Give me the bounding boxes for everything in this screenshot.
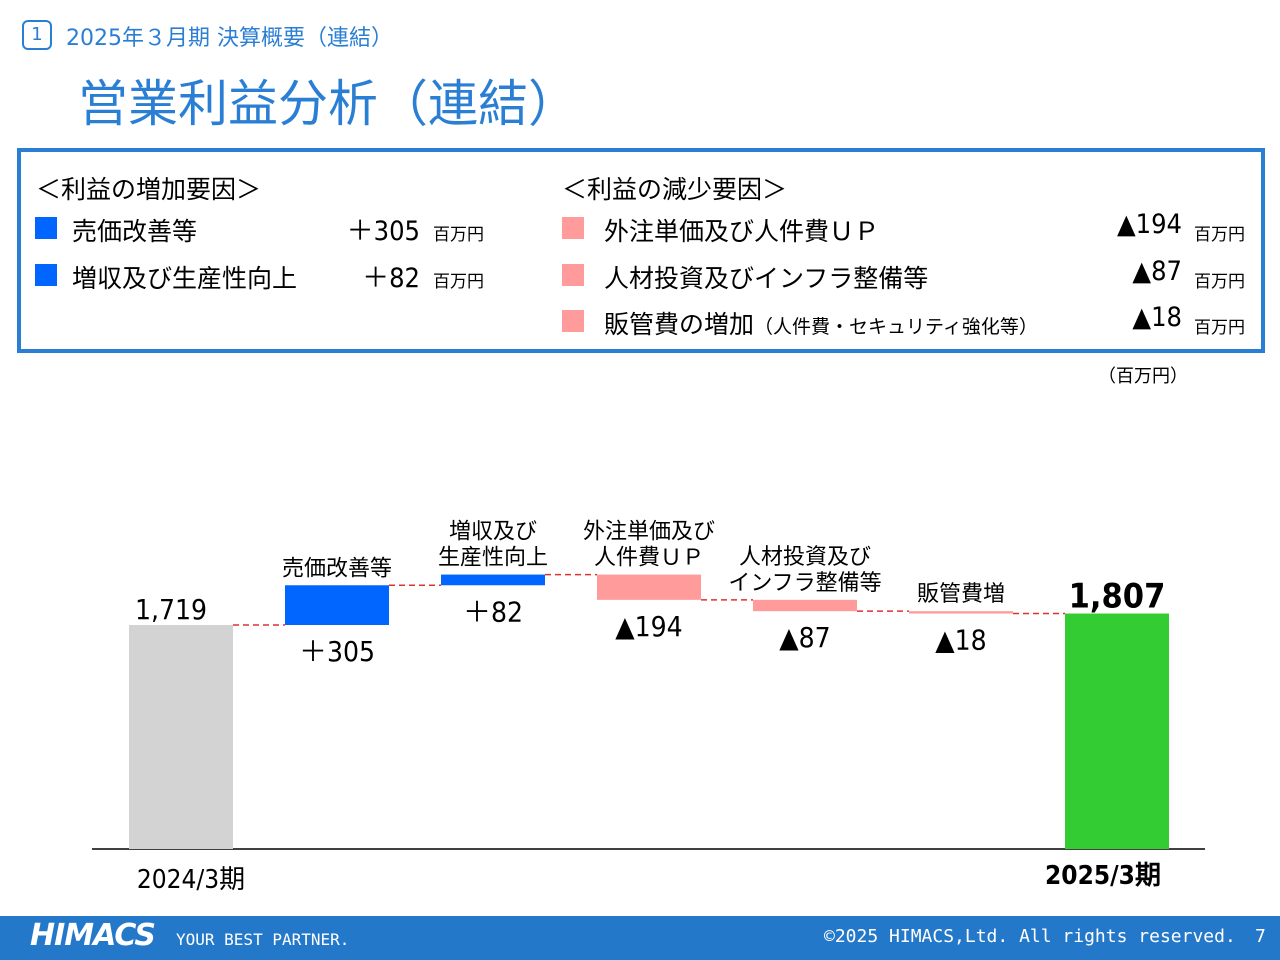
category-label: 外注単価及び xyxy=(583,520,715,545)
category-label: 売価改善等 xyxy=(282,556,392,581)
decrease-item-value: ▲18 xyxy=(1132,302,1182,333)
breadcrumb: 2025年３月期 決算概要（連結） xyxy=(66,26,393,51)
page-number: 7 xyxy=(1255,926,1266,947)
company-logo: HIMACS xyxy=(30,918,156,953)
bar-start xyxy=(129,625,233,849)
category-label: 生産性向上 xyxy=(438,546,548,571)
increase-marker xyxy=(35,264,57,286)
copyright: ©2025 HIMACS,Ltd. All rights reserved. xyxy=(824,926,1236,947)
increase-item-label: 増収及び生産性向上 xyxy=(72,264,298,293)
increase-item-unit: 百万円 xyxy=(433,272,484,292)
increase-marker xyxy=(35,217,57,239)
waterfall-chart: 1,719 2024/3期 ＋305 売価改善等 ＋82 増収及び生産性向上 ▲194 外注単… xyxy=(92,520,1205,895)
data-label: ＋82 xyxy=(463,595,523,628)
bar-decrease xyxy=(753,599,857,612)
section-number: 1 xyxy=(22,20,52,50)
increase-heading: ＜利益の増加要因＞ xyxy=(36,175,262,204)
decrease-item-unit: 百万円 xyxy=(1194,272,1245,292)
footer-bar xyxy=(0,916,1280,960)
decrease-item-value: ▲87 xyxy=(1132,256,1182,287)
decrease-heading: ＜利益の減少要因＞ xyxy=(562,175,788,204)
tick-label: 2025/3期 xyxy=(1045,861,1161,891)
unit-note: （百万円） xyxy=(1098,366,1188,387)
category-label: インフラ整備等 xyxy=(728,571,881,596)
summary-box xyxy=(17,148,1265,353)
bar-decrease xyxy=(597,574,701,600)
bar-end xyxy=(1065,613,1169,849)
category-label: 人材投資及び xyxy=(739,545,871,570)
data-label: ▲87 xyxy=(779,621,830,654)
decrease-item-text: 販管費の増加 xyxy=(604,310,755,339)
data-label: ▲18 xyxy=(935,624,986,657)
data-label: 1,719 xyxy=(135,593,207,626)
bar-increase xyxy=(285,585,389,625)
decrease-marker xyxy=(562,310,584,332)
page-title: 営業利益分析（連結） xyxy=(78,75,578,133)
decrease-item-note: （人件費・セキュリティ強化等） xyxy=(754,316,1038,338)
decrease-marker xyxy=(562,264,584,286)
decrease-item-label: 人材投資及びインフラ整備等 xyxy=(604,264,929,293)
increase-item-value: ＋82 xyxy=(362,263,420,294)
category-label: 増収及び xyxy=(449,520,537,545)
bar-decrease xyxy=(909,611,1013,614)
increase-item-value: ＋305 xyxy=(346,216,420,247)
tick-label: 2024/3期 xyxy=(137,865,245,895)
decrease-item-label: 販管費の増加（人件費・セキュリティ強化等） xyxy=(604,305,1038,341)
decrease-item-label: 外注単価及び人件費ＵＰ xyxy=(604,217,880,246)
data-label: 1,807 xyxy=(1069,577,1166,617)
category-label: 人件費ＵＰ xyxy=(594,546,704,571)
decrease-marker xyxy=(562,217,584,239)
decrease-item-value: ▲194 xyxy=(1116,209,1182,240)
tagline: YOUR BEST PARTNER. xyxy=(176,930,350,949)
increase-item-label: 売価改善等 xyxy=(72,217,198,246)
data-label: ＋305 xyxy=(299,635,375,668)
bar-increase xyxy=(441,574,545,586)
increase-item-unit: 百万円 xyxy=(433,225,484,245)
decrease-item-unit: 百万円 xyxy=(1194,225,1245,245)
category-label: 販管費増 xyxy=(917,582,1005,607)
decrease-item-unit: 百万円 xyxy=(1194,318,1245,338)
data-label: ▲194 xyxy=(615,610,682,643)
